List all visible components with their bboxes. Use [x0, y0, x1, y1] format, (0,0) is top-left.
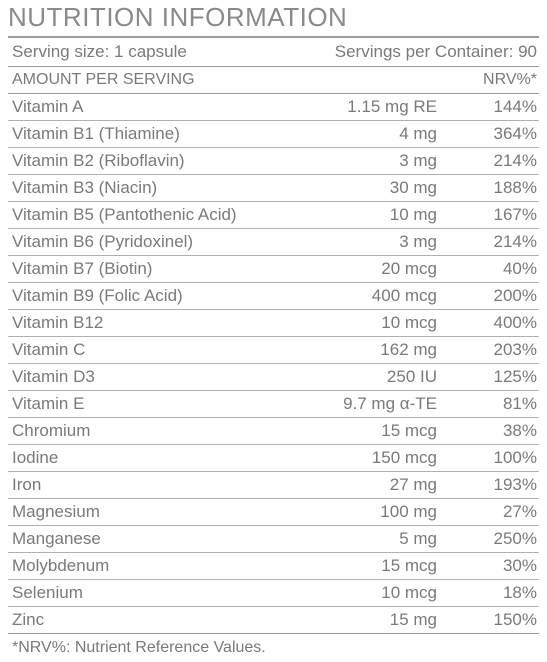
amount-per-serving-heading: AMOUNT PER SERVING — [12, 71, 195, 88]
nutrient-name: Selenium — [12, 583, 83, 602]
nutrient-name: Vitamin B6 (Pyridoxinel) — [12, 232, 194, 251]
table-row: Vitamin C 162 mg 203% — [8, 336, 539, 363]
nutrient-name: Manganese — [12, 529, 101, 548]
nutrient-name: Vitamin D3 — [12, 367, 95, 386]
nutrient-nrv: 188% — [493, 178, 537, 197]
nutrient-amount: 15 mg — [389, 610, 437, 629]
nutrient-name: Iodine — [12, 448, 59, 467]
table-row: Vitamin B2 (Riboflavin) 3 mg 214% — [8, 147, 539, 174]
nutrient-amount: 4 mg — [399, 124, 437, 143]
nutrient-amount: 162 mg — [380, 340, 437, 359]
table-row: Iodine 150 mcg 100% — [8, 444, 539, 471]
nutrient-amount: 9.7 mg α-TE — [343, 394, 437, 413]
nutrient-table: Vitamin A 1.15 mg RE 144% Vitamin B1 (Thiam… — [8, 94, 539, 633]
nutrient-nrv: 30% — [502, 556, 537, 575]
nutrient-nrv: 40% — [502, 259, 537, 278]
table-row: Vitamin B1 (Thiamine) 4 mg 364% — [8, 120, 539, 147]
nutrient-amount: 5 mg — [399, 529, 437, 548]
nutrient-name: Vitamin B9 (Folic Acid) — [12, 286, 183, 305]
nutrient-name: Vitamin B7 (Biotin) — [12, 259, 153, 278]
table-row: Manganese 5 mg 250% — [8, 525, 539, 552]
nutrient-amount: 10 mg — [389, 205, 437, 224]
footer-divider — [8, 633, 539, 634]
nutrient-nrv: 193% — [493, 475, 537, 494]
nutrient-amount: 20 mcg — [381, 259, 437, 278]
nutrient-amount: 3 mg — [399, 232, 437, 251]
nutrient-amount: 10 mcg — [381, 313, 437, 332]
table-row: Chromium 15 mcg 38% — [8, 417, 539, 444]
table-row: Vitamin B12 10 mcg 400% — [8, 309, 539, 336]
nutrient-nrv: 364% — [493, 124, 537, 143]
nutrient-amount: 250 IU — [386, 367, 437, 386]
nutrient-amount: 1.15 mg RE — [347, 97, 437, 116]
nutrient-name: Vitamin E — [12, 394, 85, 413]
nutrient-nrv: 214% — [493, 151, 537, 170]
servings-per-container: Servings per Container: 90 — [334, 42, 537, 61]
table-row: Selenium 10 mcg 18% — [8, 579, 539, 606]
nutrient-name: Iron — [12, 475, 42, 494]
nrv-heading: NRV%* — [483, 71, 537, 88]
nutrient-name: Molybdenum — [12, 556, 110, 575]
table-row: Magnesium 100 mg 27% — [8, 498, 539, 525]
nutrient-nrv: 81% — [502, 394, 537, 413]
serving-info: Serving size: 1 capsule Servings per Con… — [8, 38, 539, 66]
nutrient-nrv: 100% — [493, 448, 537, 467]
table-row: Vitamin D3 250 IU 125% — [8, 363, 539, 390]
nutrient-nrv: 38% — [502, 421, 537, 440]
nutrient-amount: 400 mcg — [371, 286, 437, 305]
nutrient-name: Vitamin C — [12, 340, 86, 359]
title-divider — [8, 36, 539, 38]
nutrient-nrv: 167% — [493, 205, 537, 224]
nutrient-amount: 150 mcg — [371, 448, 437, 467]
table-row: Iron 27 mg 193% — [8, 471, 539, 498]
panel-title: NUTRITION INFORMATION — [8, 2, 348, 32]
serving-divider — [8, 66, 539, 67]
nutrient-nrv: 125% — [493, 367, 537, 386]
nutrient-amount: 27 mg — [389, 475, 437, 494]
nutrient-amount: 10 mcg — [381, 583, 437, 602]
nutrient-name: Vitamin A — [12, 97, 84, 116]
nutrient-nrv: 214% — [493, 232, 537, 251]
nutrient-name: Vitamin B2 (Riboflavin) — [12, 151, 185, 170]
nutrient-name: Vitamin B5 (Pantothenic Acid) — [12, 205, 237, 224]
nutrient-amount: 15 mcg — [381, 556, 437, 575]
table-row: Vitamin E 9.7 mg α-TE 81% — [8, 390, 539, 417]
nutrient-nrv: 203% — [493, 340, 537, 359]
nutrient-nrv: 27% — [502, 502, 537, 521]
nutrient-amount: 15 mcg — [381, 421, 437, 440]
footnote: *NRV%: Nutrient Reference Values. — [12, 639, 266, 656]
table-row: Molybdenum 15 mcg 30% — [8, 552, 539, 579]
table-row: Zinc 15 mg 150% — [8, 606, 539, 633]
nutrient-name: Vitamin B12 — [12, 313, 104, 332]
nutrient-amount: 100 mg — [380, 502, 437, 521]
nutrient-name: Zinc — [12, 610, 45, 629]
table-row: Vitamin B9 (Folic Acid) 400 mcg 200% — [8, 282, 539, 309]
nutrient-amount: 30 mg — [389, 178, 437, 197]
nutrient-amount: 3 mg — [399, 151, 437, 170]
nutrient-nrv: 250% — [493, 529, 537, 548]
table-row: Vitamin B6 (Pyridoxinel) 3 mg 214% — [8, 228, 539, 255]
nutrient-name: Vitamin B1 (Thiamine) — [12, 124, 180, 143]
table-row: Vitamin B3 (Niacin) 30 mg 188% — [8, 174, 539, 201]
table-row: Vitamin A 1.15 mg RE 144% — [8, 94, 539, 120]
nutrient-name: Vitamin B3 (Niacin) — [12, 178, 158, 197]
table-header: AMOUNT PER SERVING NRV%* — [8, 67, 539, 93]
nutrient-name: Chromium — [12, 421, 91, 440]
nutrient-name: Magnesium — [12, 502, 100, 521]
nutrient-nrv: 144% — [493, 97, 537, 116]
serving-size: Serving size: 1 capsule — [12, 42, 187, 61]
nutrient-nrv: 18% — [502, 583, 537, 602]
table-row: Vitamin B5 (Pantothenic Acid) 10 mg 167% — [8, 201, 539, 228]
table-row: Vitamin B7 (Biotin) 20 mcg 40% — [8, 255, 539, 282]
header-divider — [8, 93, 539, 94]
nutrient-nrv: 400% — [493, 313, 537, 332]
nutrient-nrv: 200% — [493, 286, 537, 305]
nutrient-nrv: 150% — [493, 610, 537, 629]
